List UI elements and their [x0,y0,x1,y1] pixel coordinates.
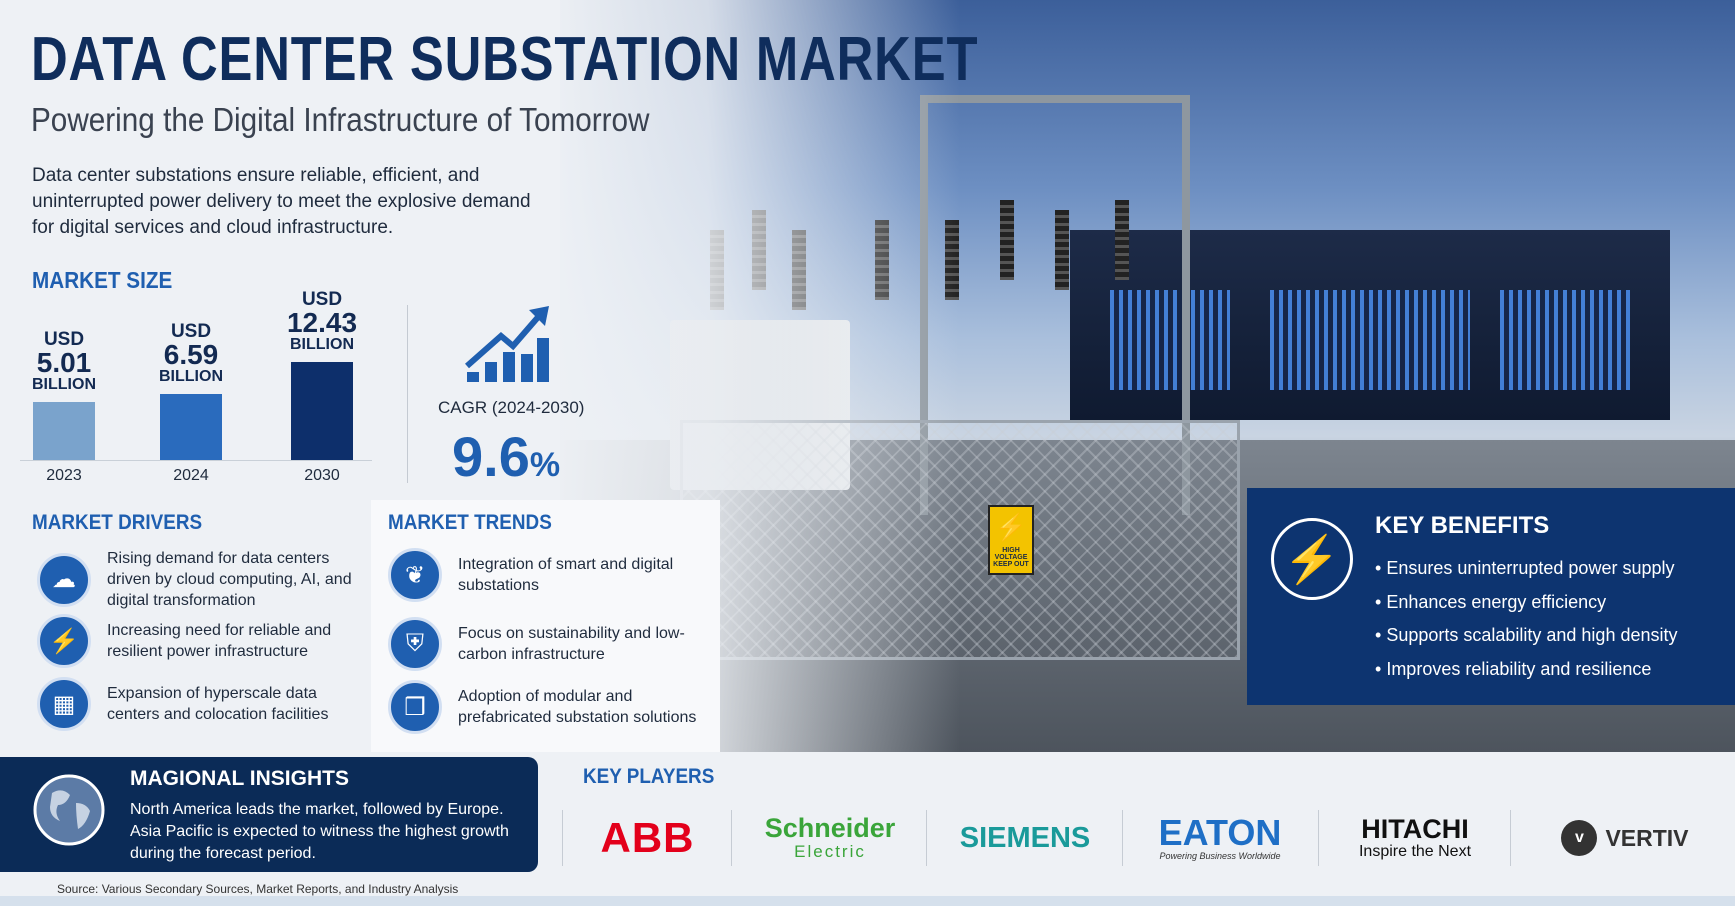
source-note: Source: Various Secondary Sources, Marke… [57,882,459,896]
logo-subtext: Powering Business Worldwide [1159,851,1281,861]
benefit-item: • Supports scalability and high density [1375,625,1678,645]
driver-text: Expansion of hyperscale data centers and… [107,685,329,723]
market-trends-panel: MARKET TRENDS ❦ Integration of smart and … [371,500,720,752]
bar-2023 [33,402,95,460]
market-drivers-title: MARKET DRIVERS [32,511,203,534]
currency: USD [301,288,343,310]
logo-text: SIEMENS [959,821,1091,854]
year-label: 2024 [173,467,209,484]
page-subtitle: Powering the Digital Infrastructure of T… [31,101,650,138]
eaton-logo: EATON Powering Business Worldwide [1135,810,1305,866]
lightning-icon: ⚡ [1271,518,1353,600]
year-label: 2030 [304,467,340,484]
logo-text: ABB [600,814,695,861]
cloud-upload-icon: ☁ [37,552,91,607]
buildings-icon: ▦ [37,677,91,731]
value: 6.59 [163,338,219,370]
benefit-item: • Improves reliability and resilience [1375,658,1652,679]
trend-text: Integration of smart and digital substat… [458,556,674,594]
driver-item: ▦ Expansion of hyperscale data centers an… [37,677,367,731]
regional-insights-text: North America leads the market, followed… [130,801,509,862]
cagr-value: 9.6% [452,424,560,489]
power-bolt-icon: ⚡ [37,614,91,668]
benefit-item: • Ensures uninterrupted power supply [1375,558,1675,578]
benefit-text: Improves reliability and resilience [1386,658,1652,679]
logo-subtext: Electric [794,841,866,861]
logo-subtext: Inspire the Next [1358,842,1472,860]
driver-text: Rising demand for data centers driven by… [107,550,352,609]
benefit-text: Enhances energy efficiency [1386,591,1607,612]
benefit-item: • Enhances energy efficiency [1375,591,1607,612]
warning-icon: ⚡ [994,512,1028,542]
logo-text: Schneider [764,812,896,843]
trend-item: ❦ Integration of smart and digital substa… [388,548,708,602]
logo-text: HITACHI [1361,813,1469,844]
market-trends-title: MARKET TRENDS [388,511,552,534]
key-players-title: KEY PLAYERS [583,765,715,788]
driver-item: ⚡ Increasing need for reliable and resili… [37,614,367,668]
shield-icon: ⛨ [388,617,442,671]
modules-icon: ❒ [388,680,442,734]
page-title: DATA CENTER SUBSTATION MARKET [31,25,979,94]
benefits-list: • Ensures uninterrupted power supply • E… [1375,552,1678,686]
cagr-unit: % [529,446,561,484]
hitachi-logo: HITACHI Inspire the Next [1330,810,1500,866]
description: Data center substations ensure reliable,… [32,165,531,238]
logo-text: VERTIV [1605,824,1689,851]
benefit-text: Supports scalability and high density [1386,625,1678,645]
market-size-title: MARKET SIZE [32,267,173,293]
bar-2030 [291,361,353,460]
logo-text: EATON [1158,812,1282,853]
key-benefits-panel: ⚡ KEY BENEFITS • Ensures uninterrupted p… [1247,488,1735,705]
year-label: 2023 [46,467,82,484]
siemens-logo: SIEMENS [940,810,1110,866]
bar-value-label: USD 6.59 BILLION [131,322,251,385]
bar-value-label: USD 12.43 BILLION [262,290,382,353]
unit: BILLION [159,367,223,385]
regional-insights-title: MAGIONAL INSIGHTS [130,767,349,790]
trend-text: Adoption of modular and prefabricated su… [458,688,697,726]
trend-text: Focus on sustainability and low-carbon i… [458,625,685,663]
bar-value-label: USD 5.01 BILLION [4,330,124,393]
bottom-strip [0,896,1735,906]
regional-insights-panel: MAGIONAL INSIGHTS North America leads th… [0,757,538,872]
schneider-logo: Schneider Electric [745,810,915,866]
chart-baseline [20,460,372,461]
value: 5.01 [36,347,92,379]
benefit-text: Ensures uninterrupted power supply [1386,558,1675,578]
trend-item: ❒ Adoption of modular and prefabricated s… [388,680,708,734]
globe-icon [33,774,105,846]
currency: USD [170,320,212,342]
driver-item: ☁ Rising demand for data centers driven b… [37,548,367,611]
high-voltage-sign: ⚡ HIGH VOLTAGE KEEP OUT [988,505,1034,575]
driver-text: Increasing need for reliable and resilie… [107,622,332,660]
divider [407,305,408,483]
unit: BILLION [290,335,354,353]
unit: BILLION [32,376,96,394]
cagr-number: 9.6 [452,425,530,488]
key-benefits-title: KEY BENEFITS [1375,512,1550,539]
leaf-icon: ❦ [388,548,442,602]
value: 12.43 [286,306,358,338]
vertiv-mark-icon: v [1561,820,1598,856]
cagr-label: CAGR (2024-2030) [438,398,585,417]
bar-2024 [160,393,222,460]
growth-chart-icon [465,306,549,382]
abb-logo: ABB [580,810,715,866]
trend-item: ⛨ Focus on sustainability and low-carbon … [388,617,708,671]
vertiv-logo: v VERTIV [1535,810,1715,866]
data-center-building [1070,230,1670,420]
currency: USD [43,329,85,351]
